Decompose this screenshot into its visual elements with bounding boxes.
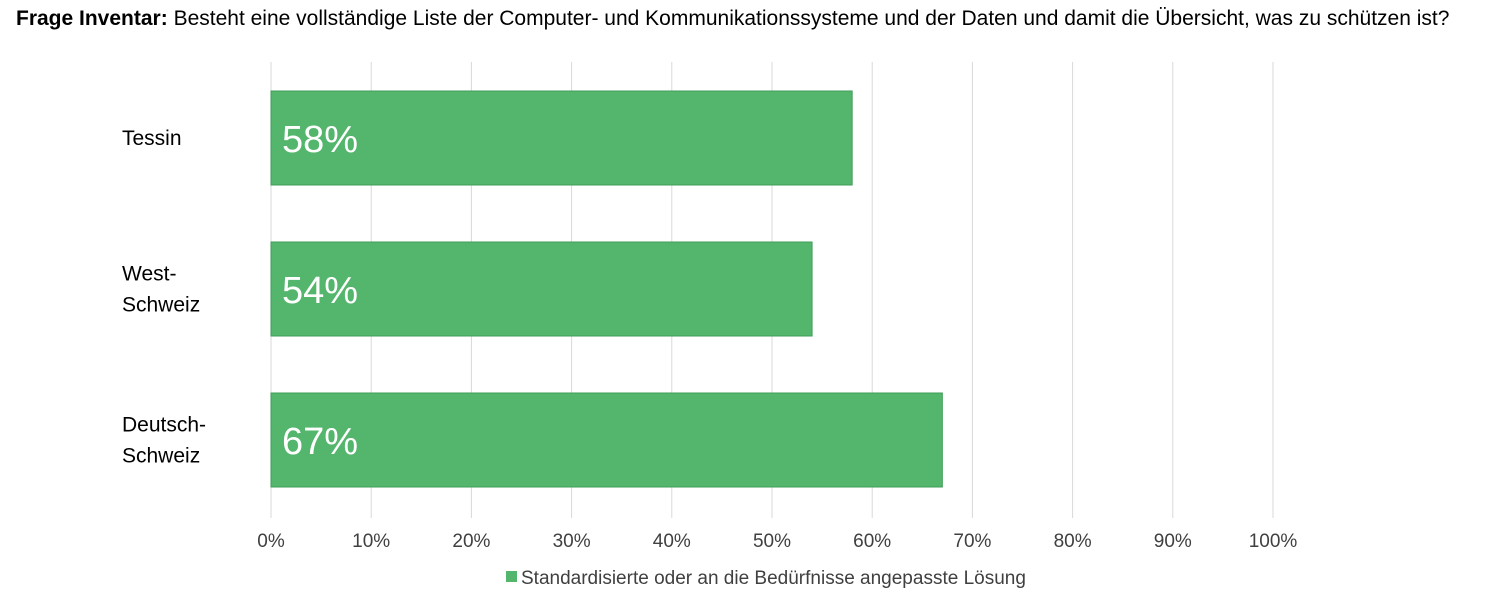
- x-tick-label: 20%: [452, 531, 490, 552]
- data-label: 58%: [282, 119, 358, 161]
- x-tick-label: 70%: [953, 531, 991, 552]
- x-tick-label: 10%: [352, 531, 390, 552]
- chart-title-text: Besteht eine vollständige Liste der Comp…: [173, 7, 1450, 30]
- x-tick-label: 90%: [1154, 531, 1192, 552]
- category-label: West-Schweiz: [122, 263, 200, 317]
- x-tick-label: 0%: [257, 531, 285, 552]
- category-labels: Tessin West-Schweiz Deutsch-Schweiz: [122, 127, 206, 468]
- legend: Standardisierte oder an die Bedürfnisse …: [506, 568, 1026, 589]
- bar: [270, 392, 943, 488]
- chart-title: Frage Inventar: Besteht eine vollständig…: [16, 6, 1486, 32]
- x-tick-label: 40%: [653, 531, 691, 552]
- bar: [270, 90, 853, 186]
- x-axis-ticks: 0% 10% 20% 30% 40% 50% 60% 70% 80% 90% 100%: [257, 531, 1297, 552]
- x-tick-label: 50%: [753, 531, 791, 552]
- bars: 58% 54% 67%: [270, 90, 943, 488]
- x-tick-label: 80%: [1054, 531, 1092, 552]
- category-label: Deutsch-Schweiz: [122, 414, 206, 468]
- x-tick-label: 30%: [553, 531, 591, 552]
- chart-title-bold: Frage Inventar:: [16, 7, 168, 30]
- data-label: 54%: [282, 270, 358, 312]
- legend-label: Standardisierte oder an die Bedürfnisse …: [521, 568, 1026, 589]
- x-tick-label: 60%: [853, 531, 891, 552]
- category-label: Tessin: [122, 127, 182, 150]
- legend-swatch: [506, 571, 517, 582]
- bar: [270, 241, 813, 337]
- x-tick-label: 100%: [1249, 531, 1298, 552]
- data-label: 67%: [282, 421, 358, 463]
